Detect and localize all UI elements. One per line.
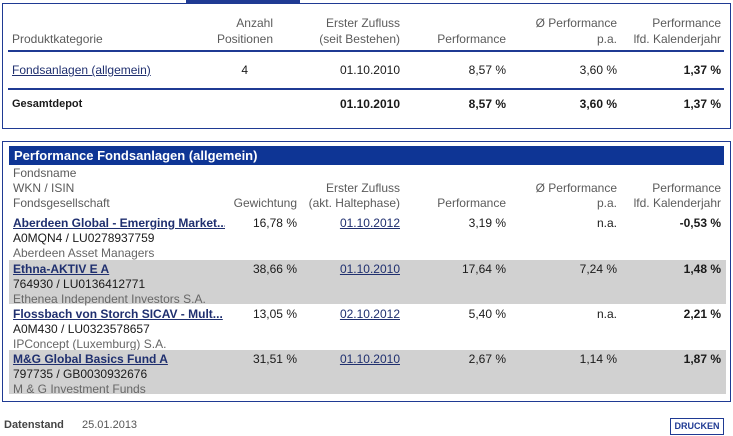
fund-wkn-isin: 764930 / LU0136412771 [13,277,146,291]
fund-weight: 13,05 % [252,307,297,321]
header-performance: Performance [437,196,506,210]
header-perf-pa-1: Ø Performance [535,16,617,30]
data-date-value: 25.01.2013 [82,419,138,431]
fund-company: Aberdeen Asset Managers [13,246,155,260]
header-perf-year-1: Performance [652,181,721,195]
fund-perf-pa: 1,14 % [579,352,617,366]
fund-perf-year: -0,53 % [679,216,721,230]
header-first-inflow-2: (akt. Haltephase) [308,196,400,210]
header-perf-year-1: Performance [652,16,721,30]
total-perf-year: 1,37 % [683,97,721,111]
fund-first-inflow-link[interactable]: 01.10.2010 [339,352,400,366]
table-row [9,350,726,394]
fund-name-link[interactable]: Aberdeen Global - Emerging Market... [13,216,225,230]
header-positions-2: Positionen [216,32,273,46]
fund-weight: 38,66 % [252,262,297,276]
fund-performance: 3,19 % [468,216,506,230]
header-perf-pa-2: p.a. [596,196,617,210]
header-weight: Gewichtung [233,196,297,210]
header-perf-pa-2: p.a. [596,32,617,46]
print-button[interactable]: DRUCKEN [670,418,724,435]
header-wkn-isin: WKN / ISIN [13,181,75,195]
data-date-label: Datenstand [4,419,64,431]
fund-company: IPConcept (Luxemburg) S.A. [13,337,167,351]
fund-name-link[interactable]: Ethna-AKTIV E A [13,262,110,276]
fund-wkn-isin: A0MQN4 / LU0278937759 [13,231,155,245]
total-rule [8,88,724,90]
header-category: Produktkategorie [12,32,103,46]
summary-panel: Produktkategorie Anzahl Positionen Erste… [2,3,731,129]
header-perf-pa-1: Ø Performance [535,181,617,195]
performance-value: 8,57 % [468,63,506,77]
fund-perf-pa: n.a. [596,216,617,230]
fund-wkn-isin: 797735 / GB0030932676 [13,367,148,381]
table-row [9,260,726,304]
header-performance: Performance [437,32,506,46]
first-inflow-value: 01.10.2010 [339,63,400,77]
positions-value: 4 [241,63,248,77]
header-fund-name: Fondsname [13,166,77,180]
header-perf-year-2: lfd. Kalenderjahr [633,32,721,46]
header-first-inflow-1: Erster Zufluss [325,181,400,195]
fund-perf-year: 1,87 % [683,352,721,366]
fund-name-link[interactable]: M&G Global Basics Fund A [13,352,168,366]
perf-pa-value: 3,60 % [579,63,617,77]
fund-wkn-isin: A0M430 / LU0323578657 [13,322,150,336]
total-performance: 8,57 % [468,97,506,111]
fund-performance: 5,40 % [468,307,506,321]
detail-title: Performance Fondsanlagen (allgemein) [9,146,724,165]
header-positions-1: Anzahl [236,16,273,30]
header-perf-year-2: lfd. Kalenderjahr [633,196,721,210]
fund-first-inflow-link[interactable]: 01.10.2012 [339,216,400,230]
active-tab-indicator [186,0,300,3]
fund-company: Ethenea Independent Investors S.A. [13,292,206,306]
fund-first-inflow-link[interactable]: 01.10.2010 [339,262,400,276]
fund-company: M & G Investment Funds [13,382,146,396]
fund-performance: 2,67 % [468,352,506,366]
header-company: Fondsgesellschaft [13,196,110,210]
total-first-inflow: 01.10.2010 [339,97,400,111]
fund-name-link[interactable]: Flossbach von Storch SICAV - Mult... [13,307,223,321]
fund-perf-pa: n.a. [596,307,617,321]
fund-performance: 17,64 % [461,262,506,276]
fund-perf-year: 1,48 % [683,262,721,276]
header-first-inflow-1: Erster Zufluss [325,16,400,30]
category-link[interactable]: Fondsanlagen (allgemein) [12,63,151,77]
total-perf-pa: 3,60 % [579,97,617,111]
detail-panel: Performance Fondsanlagen (allgemein) Fon… [2,141,731,402]
header-rule [8,50,724,52]
header-first-inflow-2: (seit Bestehen) [319,32,400,46]
fund-perf-pa: 7,24 % [579,262,617,276]
total-label: Gesamtdepot [12,98,83,110]
fund-weight: 31,51 % [252,352,297,366]
fund-first-inflow-link[interactable]: 02.10.2012 [339,307,400,321]
fund-weight: 16,78 % [252,216,297,230]
perf-year-value: 1,37 % [683,63,721,77]
fund-perf-year: 2,21 % [683,307,721,321]
